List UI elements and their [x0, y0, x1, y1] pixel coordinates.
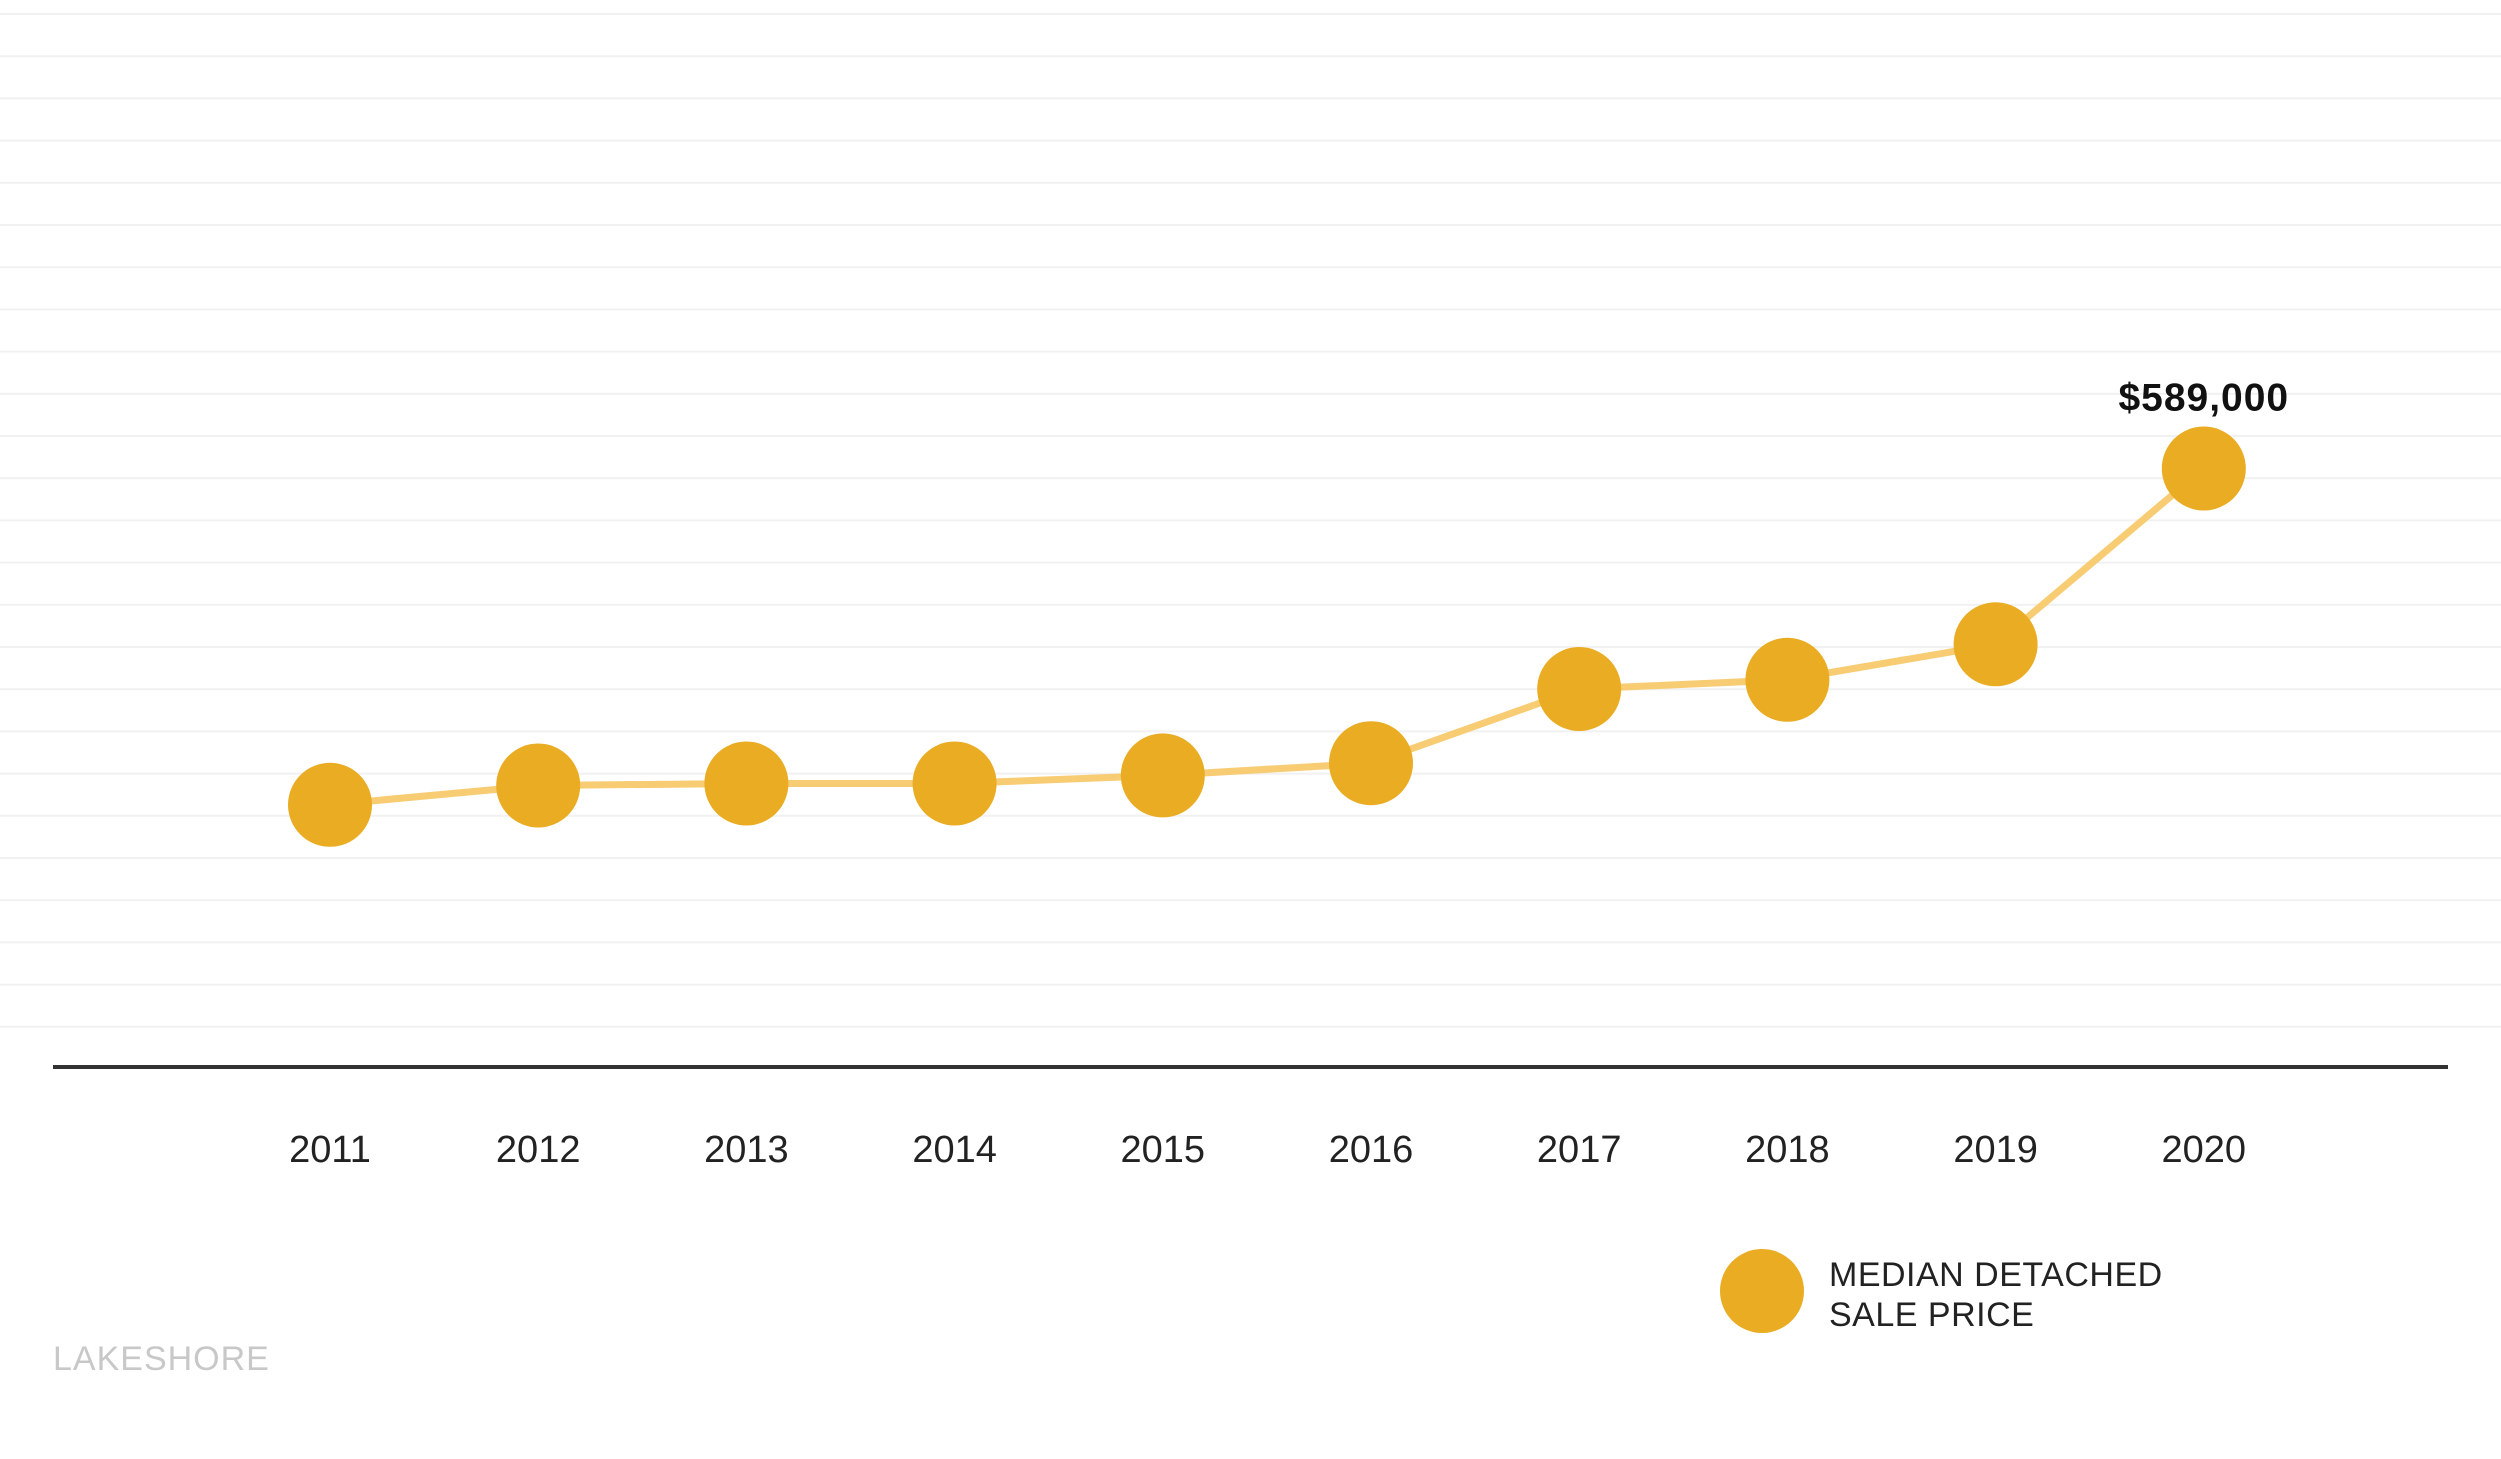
- data-point-2016: [1329, 721, 1413, 806]
- data-point-2020: [2161, 426, 2246, 511]
- x-tick-labels: 2011 2012 2013 2014 2015 2016 2017 2018 2019 2020: [289, 1129, 2246, 1171]
- x-tick-label-2016: 2016: [1329, 1129, 1414, 1171]
- legend: MEDIAN DETACHED SALE PRICE: [1720, 1249, 2163, 1334]
- x-tick-label-2020: 2020: [2162, 1129, 2247, 1171]
- data-label-2020: $589,000: [2118, 377, 2289, 420]
- legend-label-line-1: MEDIAN DETACHED: [1829, 1256, 2163, 1294]
- x-tick-label-2011: 2011: [289, 1129, 371, 1171]
- legend-label-line-2: SALE PRICE: [1829, 1296, 2034, 1334]
- data-point-2011: [288, 762, 372, 847]
- gridlines: [0, 13, 2501, 1028]
- data-point-2012: [496, 743, 581, 828]
- x-tick-label-2018: 2018: [1745, 1129, 1830, 1171]
- series-line-path: [329, 465, 2207, 809]
- x-tick-label-2017: 2017: [1537, 1129, 1622, 1171]
- series-line: [329, 465, 2207, 809]
- x-tick-label-2014: 2014: [912, 1129, 997, 1171]
- x-tick-label-2019: 2019: [1953, 1129, 2038, 1171]
- data-point-2015: [1120, 733, 1205, 818]
- data-point-2014: [912, 741, 997, 826]
- legend-marker: [1720, 1249, 1804, 1333]
- data-point-2019: [1953, 602, 2038, 687]
- watermark-logo: LAKESHORE: [53, 1340, 270, 1378]
- data-point-2018: [1745, 637, 1830, 722]
- x-tick-label-2013: 2013: [704, 1129, 789, 1171]
- data-labels: $589,000: [2118, 377, 2289, 420]
- x-tick-label-2012: 2012: [496, 1129, 581, 1171]
- data-point-2017: [1537, 647, 1622, 731]
- data-point-2013: [704, 741, 789, 826]
- series-points: [288, 426, 2246, 847]
- x-tick-label-2015: 2015: [1121, 1129, 1206, 1171]
